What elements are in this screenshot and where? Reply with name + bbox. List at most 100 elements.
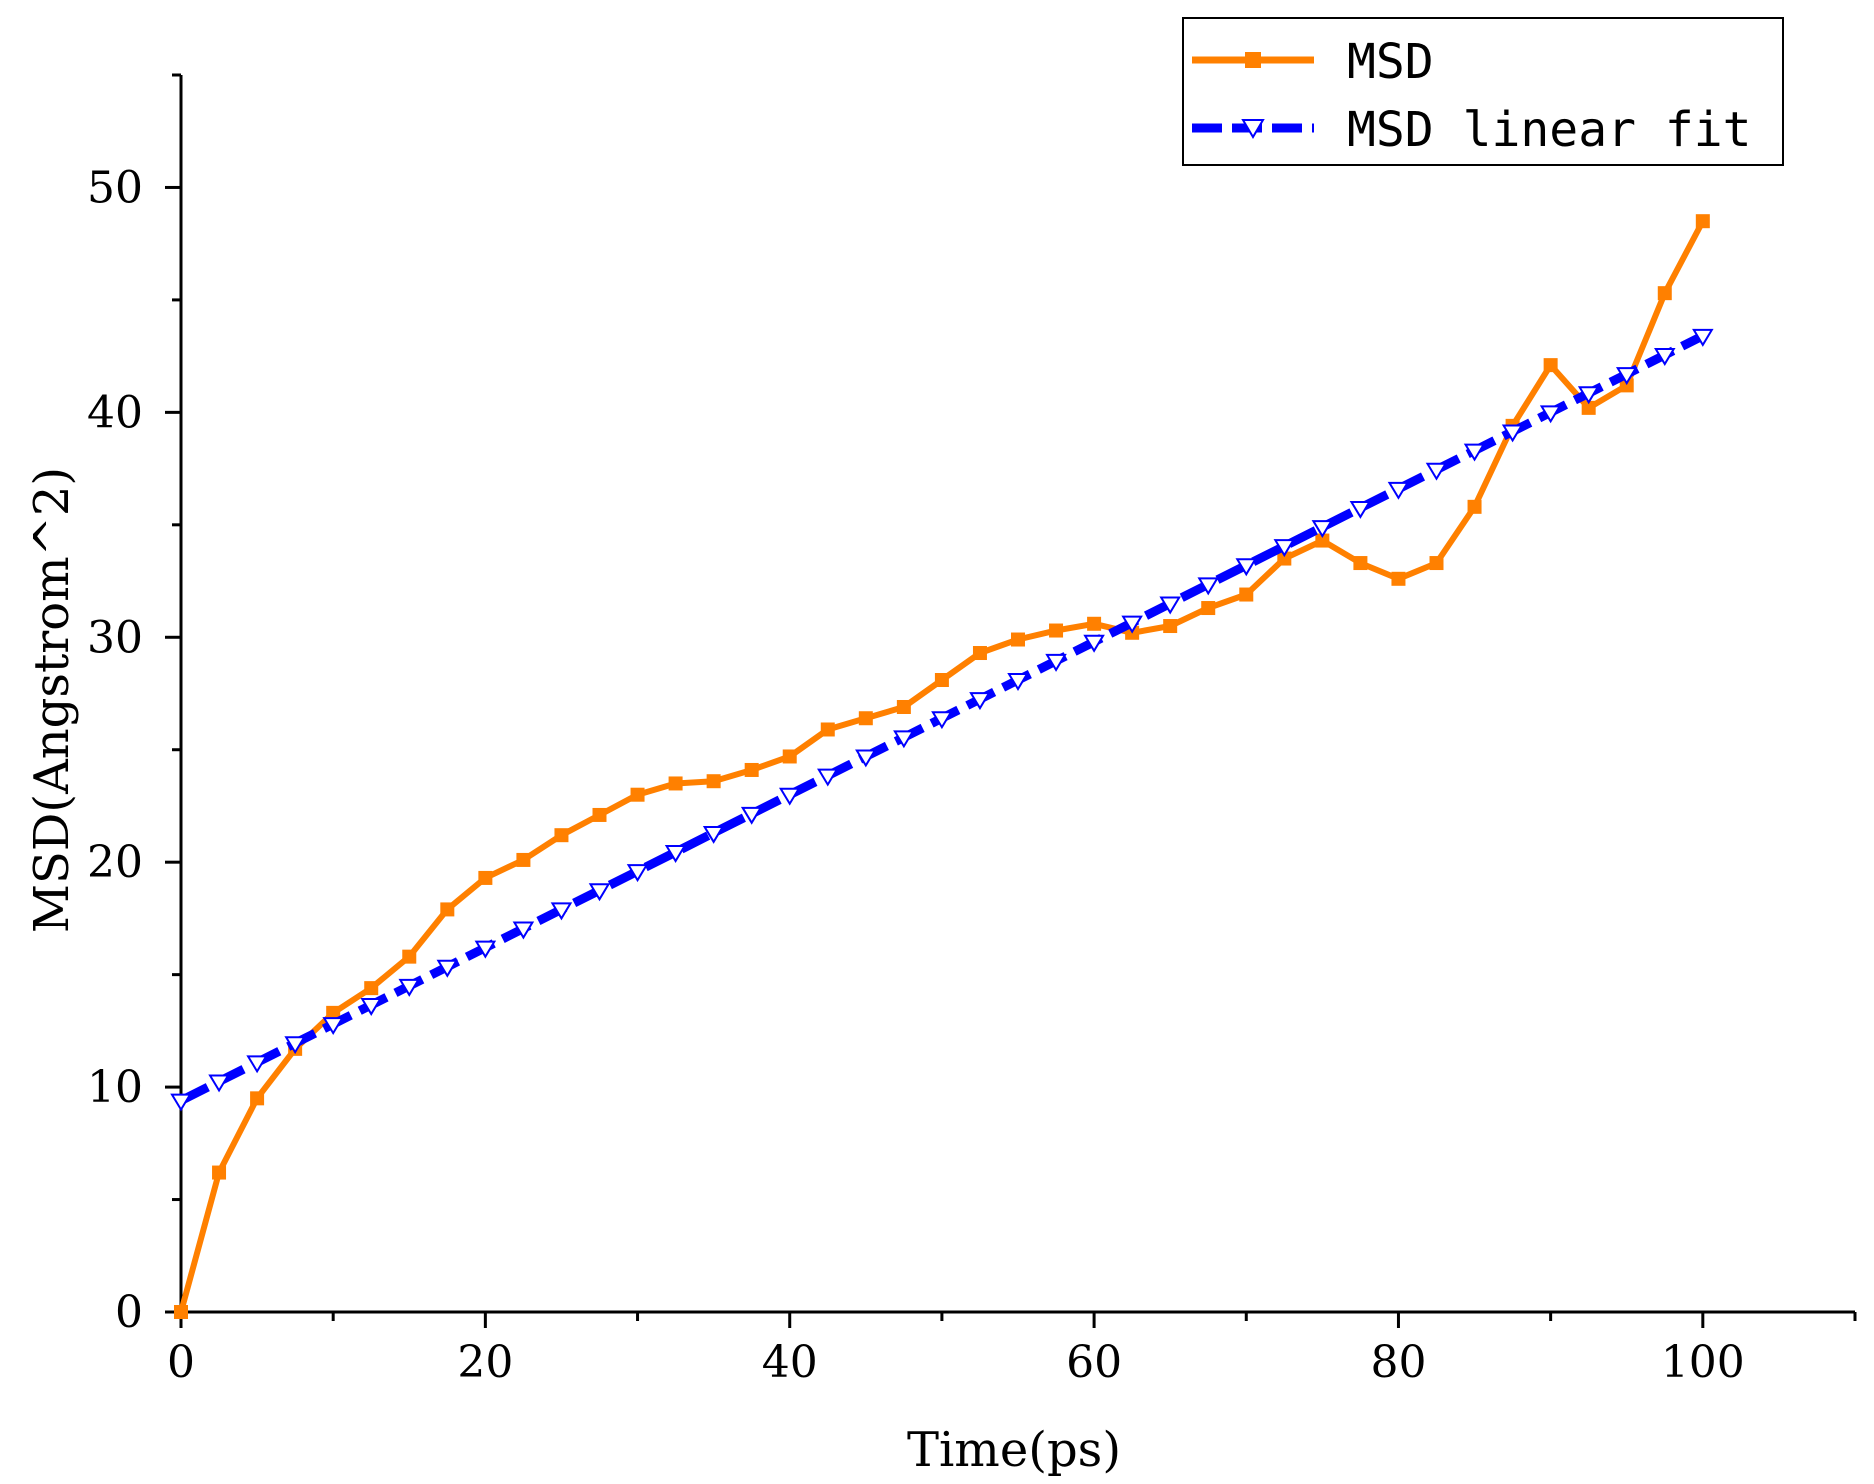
data-point xyxy=(1121,615,1143,634)
data-point xyxy=(436,959,459,978)
data-point xyxy=(364,981,379,996)
data-point xyxy=(626,864,649,883)
data-point xyxy=(778,787,801,806)
data-point xyxy=(322,1017,344,1036)
legend-label-msd: MSD xyxy=(1347,34,1434,90)
data-point xyxy=(1387,481,1410,500)
data-point xyxy=(1311,520,1334,539)
data-point xyxy=(1657,286,1672,301)
data-point xyxy=(893,730,915,749)
data-point xyxy=(1467,499,1482,514)
x-ticks: 0 20 40 60 80 100 xyxy=(167,1312,1857,1388)
data-point xyxy=(1197,577,1219,596)
data-point xyxy=(820,722,835,737)
data-point xyxy=(1007,673,1029,691)
data-point xyxy=(1315,533,1330,548)
plot-series xyxy=(170,214,1714,1319)
data-point xyxy=(208,1074,230,1093)
legend-box xyxy=(1182,17,1784,166)
data-point xyxy=(630,787,645,802)
x-tick-label: 0 xyxy=(167,1337,195,1388)
data-point xyxy=(474,940,497,959)
data-point xyxy=(931,711,953,730)
y-tick-label: 0 xyxy=(115,1287,143,1338)
data-point xyxy=(1577,386,1600,405)
y-tick-label: 50 xyxy=(87,162,143,213)
data-point xyxy=(212,1165,227,1180)
data-point xyxy=(1163,619,1178,634)
y-tick-label: 40 xyxy=(87,387,143,438)
data-point xyxy=(1463,443,1486,462)
legend-marker-fit xyxy=(1241,119,1265,139)
data-point xyxy=(478,870,493,885)
data-point xyxy=(1011,632,1025,647)
data-point xyxy=(440,902,455,917)
data-point xyxy=(817,768,839,787)
x-tick-label: 40 xyxy=(762,1337,818,1388)
data-point xyxy=(934,673,949,688)
data-point xyxy=(1045,653,1067,672)
data-point xyxy=(855,749,877,768)
data-point xyxy=(1501,424,1524,443)
x-axis-title: Time(ps) xyxy=(907,1422,1121,1478)
data-point xyxy=(1695,214,1710,229)
data-point xyxy=(1615,367,1638,386)
data-point xyxy=(398,978,421,997)
data-point xyxy=(250,1091,265,1106)
x-tick-label: 80 xyxy=(1370,1337,1426,1388)
data-point xyxy=(896,699,911,714)
data-point xyxy=(246,1055,268,1074)
data-point xyxy=(402,949,417,964)
data-point xyxy=(1654,348,1676,366)
axes: 0 20 40 60 80 100 0 10 20 30 40 50 xyxy=(87,73,1857,1388)
series-msd xyxy=(174,214,1710,1319)
data-point xyxy=(588,883,611,902)
data-point xyxy=(1429,556,1444,571)
data-point xyxy=(1425,462,1448,481)
y-tick-label: 20 xyxy=(87,837,143,888)
data-point xyxy=(170,1093,192,1112)
data-point xyxy=(668,776,683,791)
data-point xyxy=(1619,378,1634,393)
data-point xyxy=(1159,596,1181,615)
x-tick-label: 60 xyxy=(1066,1337,1122,1388)
data-point xyxy=(1581,400,1596,415)
data-point xyxy=(1083,634,1105,653)
x-tick-label: 100 xyxy=(1661,1337,1745,1388)
data-point xyxy=(1539,405,1562,424)
data-point xyxy=(706,774,721,789)
data-point xyxy=(1087,616,1102,631)
data-point xyxy=(1692,328,1714,347)
data-point xyxy=(1273,539,1296,558)
data-point xyxy=(1239,587,1254,602)
data-point xyxy=(664,845,687,864)
data-point xyxy=(512,921,535,940)
series-msd-linear-fit xyxy=(170,328,1714,1112)
data-point xyxy=(1277,551,1292,566)
y-ticks: 0 10 20 30 40 50 xyxy=(87,73,181,1338)
legend-label-fit: MSD linear fit xyxy=(1347,102,1752,158)
data-point xyxy=(858,711,873,726)
data-point xyxy=(1235,558,1258,577)
legend-marker-msd xyxy=(1245,52,1261,68)
data-point xyxy=(1349,500,1372,519)
data-point xyxy=(1391,571,1406,586)
data-point xyxy=(1049,623,1064,638)
data-point xyxy=(744,762,759,777)
y-tick-label: 30 xyxy=(87,612,143,663)
data-point xyxy=(360,997,382,1016)
data-point xyxy=(284,1036,306,1055)
data-point xyxy=(174,1305,188,1319)
legend: MSD MSD linear fit xyxy=(1182,17,1784,166)
y-axis-title: MSD(Angstrom^2) xyxy=(24,467,80,933)
data-point xyxy=(326,1005,341,1020)
data-point xyxy=(702,825,725,844)
data-point xyxy=(550,902,573,921)
series-line xyxy=(178,219,1706,1313)
data-point xyxy=(969,692,991,711)
data-point xyxy=(1543,358,1558,373)
data-point xyxy=(1201,601,1216,616)
data-point xyxy=(740,806,763,825)
data-point xyxy=(516,852,531,867)
